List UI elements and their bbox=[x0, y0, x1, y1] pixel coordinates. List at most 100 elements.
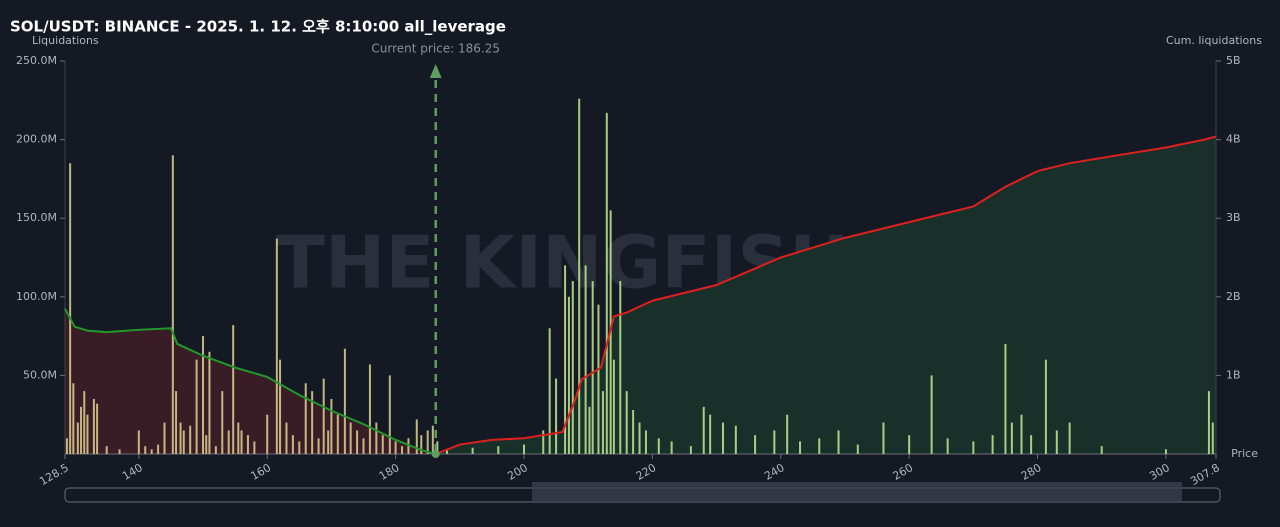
y-tick-label: 150.0M bbox=[16, 211, 57, 224]
x-tick-label: 260 bbox=[890, 461, 915, 483]
bar bbox=[856, 444, 859, 454]
bar bbox=[221, 391, 224, 454]
bar bbox=[1164, 449, 1167, 454]
x-tick-label: 300 bbox=[1147, 461, 1172, 483]
y2-tick-label: 4B bbox=[1226, 133, 1241, 146]
y2-tick-label: 3B bbox=[1226, 211, 1241, 224]
cum-line bbox=[64, 308, 436, 455]
bar bbox=[445, 449, 448, 454]
y-tick-label: 100.0M bbox=[16, 290, 57, 303]
bar bbox=[632, 409, 635, 454]
bar bbox=[279, 359, 282, 454]
bar bbox=[522, 444, 525, 454]
bar bbox=[601, 391, 604, 454]
bar bbox=[773, 430, 776, 454]
bar bbox=[407, 438, 410, 454]
x-tick-label: 140 bbox=[120, 461, 145, 483]
bar bbox=[275, 238, 278, 454]
bar bbox=[205, 435, 208, 454]
bar bbox=[837, 430, 840, 454]
x-tick-label: 307.8 bbox=[1188, 461, 1222, 488]
bar bbox=[571, 281, 574, 454]
y-tick-label: 200.0M bbox=[16, 133, 57, 146]
bar bbox=[240, 430, 243, 454]
bar bbox=[195, 359, 198, 454]
bar bbox=[381, 435, 384, 454]
bar bbox=[818, 438, 821, 454]
bar bbox=[754, 435, 757, 454]
bar bbox=[311, 391, 314, 454]
bar bbox=[182, 430, 185, 454]
bar bbox=[214, 446, 217, 454]
bar bbox=[375, 422, 378, 454]
bar bbox=[72, 383, 75, 454]
bar bbox=[227, 430, 230, 454]
bar bbox=[349, 422, 352, 454]
bar bbox=[336, 414, 339, 454]
bar bbox=[908, 435, 911, 454]
bar bbox=[189, 425, 192, 454]
bar bbox=[105, 446, 108, 454]
bar bbox=[246, 435, 249, 454]
cum-area bbox=[65, 308, 436, 454]
bar bbox=[548, 328, 551, 454]
bar bbox=[202, 336, 205, 454]
bar bbox=[786, 414, 789, 454]
bar bbox=[137, 430, 140, 454]
bar bbox=[471, 447, 474, 454]
bar bbox=[1010, 422, 1013, 454]
bar bbox=[564, 265, 567, 454]
bar bbox=[150, 449, 153, 454]
bar bbox=[702, 406, 705, 454]
bar bbox=[930, 375, 933, 454]
scroll-range[interactable] bbox=[532, 482, 1182, 502]
bar bbox=[388, 375, 391, 454]
bar bbox=[799, 441, 802, 454]
bar bbox=[291, 435, 294, 454]
bar bbox=[253, 441, 256, 454]
bar bbox=[578, 98, 581, 454]
y-axis-label: Liquidations bbox=[32, 34, 99, 47]
bar bbox=[86, 414, 89, 454]
x-tick-label: 240 bbox=[762, 461, 787, 483]
bar bbox=[266, 414, 269, 454]
bar bbox=[555, 378, 558, 454]
bar bbox=[171, 155, 174, 454]
bar bbox=[709, 414, 712, 454]
bar bbox=[96, 403, 99, 454]
bar bbox=[436, 441, 439, 454]
bar bbox=[92, 398, 95, 454]
bar bbox=[330, 398, 333, 454]
y2-axis-label: Cum. liquidations bbox=[1166, 34, 1262, 47]
y2-tick-label: 2B bbox=[1226, 290, 1241, 303]
current-price-label: Current price: 186.25 bbox=[371, 42, 500, 56]
bar bbox=[946, 438, 949, 454]
bar bbox=[619, 281, 622, 454]
bar bbox=[1004, 343, 1007, 454]
bar bbox=[721, 422, 724, 454]
y-tick-label: 50.0M bbox=[23, 368, 57, 381]
bar bbox=[401, 446, 404, 454]
bar bbox=[232, 325, 235, 454]
bar bbox=[304, 383, 307, 454]
bar bbox=[625, 391, 628, 454]
bar bbox=[175, 391, 178, 454]
bar bbox=[118, 449, 121, 454]
bar bbox=[317, 438, 320, 454]
bar bbox=[991, 435, 994, 454]
bar bbox=[1055, 430, 1058, 454]
bar bbox=[605, 112, 608, 454]
bar bbox=[415, 419, 418, 454]
x-tick-label: 220 bbox=[634, 461, 659, 483]
bar bbox=[542, 430, 545, 454]
x-tick-label: 160 bbox=[249, 461, 274, 483]
bar bbox=[420, 435, 423, 454]
bar bbox=[588, 406, 591, 454]
cum-area bbox=[435, 136, 1217, 454]
bar bbox=[972, 441, 975, 454]
bar bbox=[343, 348, 346, 454]
bar bbox=[285, 422, 288, 454]
bar bbox=[1100, 446, 1103, 454]
bar bbox=[1207, 391, 1210, 454]
